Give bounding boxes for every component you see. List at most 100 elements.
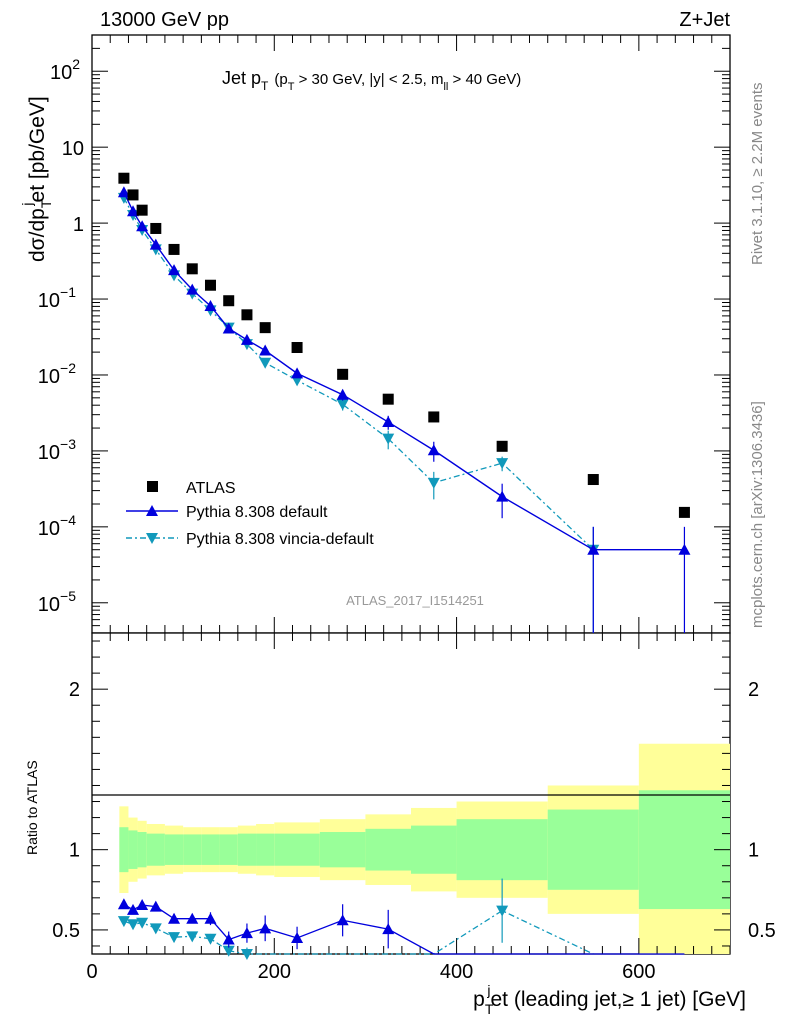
vincia-ratio-point [117,916,130,928]
band-inner-bin [411,825,457,874]
default-point [117,186,130,198]
y-ratio-tick-label-right: 0.5 [748,920,776,942]
band-inner-bin [183,834,202,865]
default-point [587,543,600,555]
atlas-point [168,243,180,255]
vincia-ratio-point [127,919,140,931]
band-inner-bin [164,834,184,865]
y-ratio-tick-label-left: 1 [69,840,80,862]
y-main-tick-label: 1 [73,214,84,236]
default-point [382,416,395,428]
default-point [259,344,272,356]
default-point [336,388,349,400]
default-point [427,444,440,456]
band-inner-bin [365,828,411,871]
vincia-line [123,197,594,551]
default-point [291,367,304,379]
header-right: Z+Jet [679,9,730,31]
atlas-point [587,474,599,486]
band-inner-bin [219,834,238,865]
default-point [186,283,199,295]
y-main-tick-label: 10−3 [38,436,76,464]
legend-label-default: Pythia 8.308 default [186,504,328,521]
default-ratio-point [291,931,304,943]
default-point [496,490,509,502]
x-tick-label: 600 [622,961,655,983]
band-inner-bin [137,832,147,868]
atlas-point [186,263,198,275]
default-ratio-point [168,912,181,924]
y-ratio-tick-label-left: 2 [69,679,80,701]
band-inner-bin [201,834,220,865]
x-tick-label: 400 [440,961,473,983]
x-axis-title: pTjet (leading jet,≥ 1 jet) [GeV] [473,982,746,1017]
x-tick-label: 0 [86,961,97,983]
vincia-ratio-point [136,917,149,929]
y-axis-title-ratio: Ratio to ATLAS [24,760,40,855]
band-inner-bin [128,830,138,869]
default-point [240,333,253,345]
y-main-tick-label: 10−4 [38,512,76,540]
default-point [127,205,140,217]
legend: ATLAS Pythia 8.308 default Pythia 8.308 … [126,480,374,548]
vincia-point [259,357,272,369]
vincia-ratio-point [186,931,199,943]
y-main-tick-label: 10−2 [38,360,76,388]
band-inner-bin [237,833,257,866]
atlas-point [118,172,130,184]
analysis-watermark: ATLAS_2017_I1514251 [346,593,484,608]
atlas-point [678,506,690,518]
legend-marker-default [146,505,158,516]
header-left: 13000 GeV pp [100,9,229,31]
band-inner-bin [319,832,366,868]
atlas-point [150,222,162,234]
y-main-tick-label: 10−1 [38,284,76,312]
default-ratio-point [336,914,349,926]
band-inner-bin [256,833,275,866]
default-ratio-point [127,903,140,915]
atlas-point [259,322,271,334]
plot-title: Jet pT (pT > 30 GeV, |y| < 2.5, mll > 40 … [222,68,521,93]
vincia-ratio-point [222,945,235,957]
y-ratio-tick-label-right: 2 [748,679,759,701]
vincia-ratio-point [204,933,217,945]
vincia-ratio-point [240,949,253,960]
vincia-point [382,433,395,445]
atlas-point [223,295,235,307]
legend-label-atlas: ATLAS [186,480,236,497]
rivet-label: Rivet 3.1.10, ≥ 2.2M events [749,83,766,266]
default-point [168,264,181,276]
band-inner-bin [146,833,165,866]
atlas-point [496,440,508,452]
atlas-point [204,279,216,291]
band-inner-bin [274,833,320,866]
atlas-point [127,189,139,201]
default-point [149,238,162,250]
default-point [204,299,217,311]
atlas-point [428,411,440,423]
default-point [678,543,691,555]
y-main-tick-label: 10−5 [38,588,76,616]
default-ratio-point [240,927,253,939]
default-point [222,322,235,334]
series-atlas-main [118,172,690,518]
default-ratio-point [186,912,199,924]
series-vincia-main [117,192,600,633]
series-default-main [117,186,691,633]
band-inner-bin [547,809,639,890]
legend-marker-vincia [146,533,158,544]
y-main-tick-label: 10 [62,138,84,160]
vincia-point [427,477,440,489]
axis-ticks: 10−5 10−4 10−3 10−2 10−1 1 10 102 0 200 400 600 0.5 0… [38,34,776,983]
legend-label-vincia: Pythia 8.308 vincia-default [186,531,374,548]
vincia-ratio-point [496,905,509,917]
default-ratio-point [136,899,149,911]
default-ratio-point [204,912,217,924]
mcplots-label: mcplots.cern.ch [arXiv:1306.3436] [749,401,766,628]
y-ratio-tick-label-left: 0.5 [52,920,80,942]
atlas-point [382,393,394,405]
default-ratio-point [149,900,162,912]
band-inner-bin [456,819,548,881]
y-ratio-tick-label-right: 1 [748,840,759,862]
